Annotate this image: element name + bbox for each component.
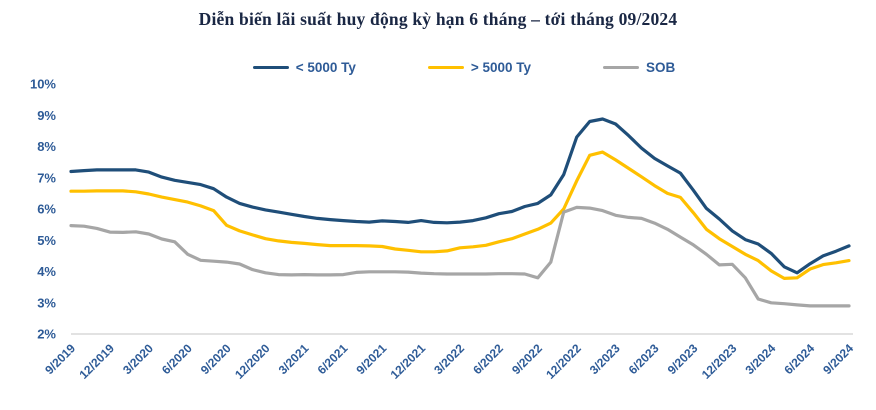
y-tick-label: 10% — [30, 77, 56, 92]
x-tick-label: 9/2019 — [42, 341, 78, 377]
x-tick-label: 12/2020 — [232, 341, 273, 382]
legend-label-gt-5000: > 5000 Ty — [470, 60, 532, 75]
y-tick-label: 6% — [37, 202, 56, 217]
x-tick-label: 12/2023 — [699, 341, 740, 382]
x-tick-label: 9/2020 — [198, 341, 234, 377]
x-tick-label: 12/2022 — [543, 341, 584, 382]
y-tick-label: 3% — [37, 295, 56, 310]
legend-item-lt-5000: < 5000 Ty — [252, 60, 356, 75]
series-line--5000-ty — [69, 150, 851, 280]
legend: < 5000 Ty > 5000 Ty SOB — [0, 60, 876, 75]
x-tick-label: 3/2024 — [742, 341, 778, 377]
y-tick-label: 7% — [37, 170, 56, 185]
y-tick-label: 4% — [37, 264, 56, 279]
x-tick-label: 6/2023 — [626, 341, 662, 377]
x-tick-label: 9/2024 — [820, 341, 856, 377]
x-tick-label: 6/2024 — [781, 341, 817, 377]
legend-item-sob: SOB — [603, 60, 675, 75]
legend-label-sob: SOB — [646, 60, 676, 75]
y-tick-label: 2% — [37, 327, 56, 342]
legend-item-gt-5000: > 5000 Ty — [427, 60, 532, 75]
x-tick-label: 12/2021 — [388, 341, 429, 382]
x-tick-label: 9/2022 — [509, 341, 545, 377]
x-tick-label: 9/2023 — [665, 341, 701, 377]
x-tick-label: 3/2022 — [431, 341, 467, 377]
x-tick-label: 9/2021 — [353, 341, 389, 377]
y-tick-label: 8% — [37, 139, 56, 154]
legend-label-lt-5000: < 5000 Ty — [295, 60, 356, 75]
series-line--5000-ty — [69, 117, 851, 275]
legend-line-swatch-gt-5000 — [427, 65, 464, 70]
x-tick-label: 3/2023 — [587, 341, 623, 377]
legend-line-swatch-sob — [603, 65, 640, 70]
x-tick-label: 6/2020 — [159, 341, 195, 377]
x-tick-label: 3/2021 — [276, 341, 312, 377]
y-tick-label: 5% — [37, 233, 56, 248]
x-tick-label: 3/2020 — [120, 341, 156, 377]
x-tick-label: 6/2022 — [470, 341, 506, 377]
chart-title: Diễn biến lãi suất huy động kỳ hạn 6 thá… — [198, 9, 678, 29]
series-line-sob — [69, 205, 851, 308]
legend-line-swatch-lt-5000 — [252, 65, 289, 70]
x-tick-label: 12/2019 — [76, 341, 117, 382]
x-tick-label: 6/2021 — [315, 341, 351, 377]
y-tick-label: 9% — [37, 108, 56, 123]
